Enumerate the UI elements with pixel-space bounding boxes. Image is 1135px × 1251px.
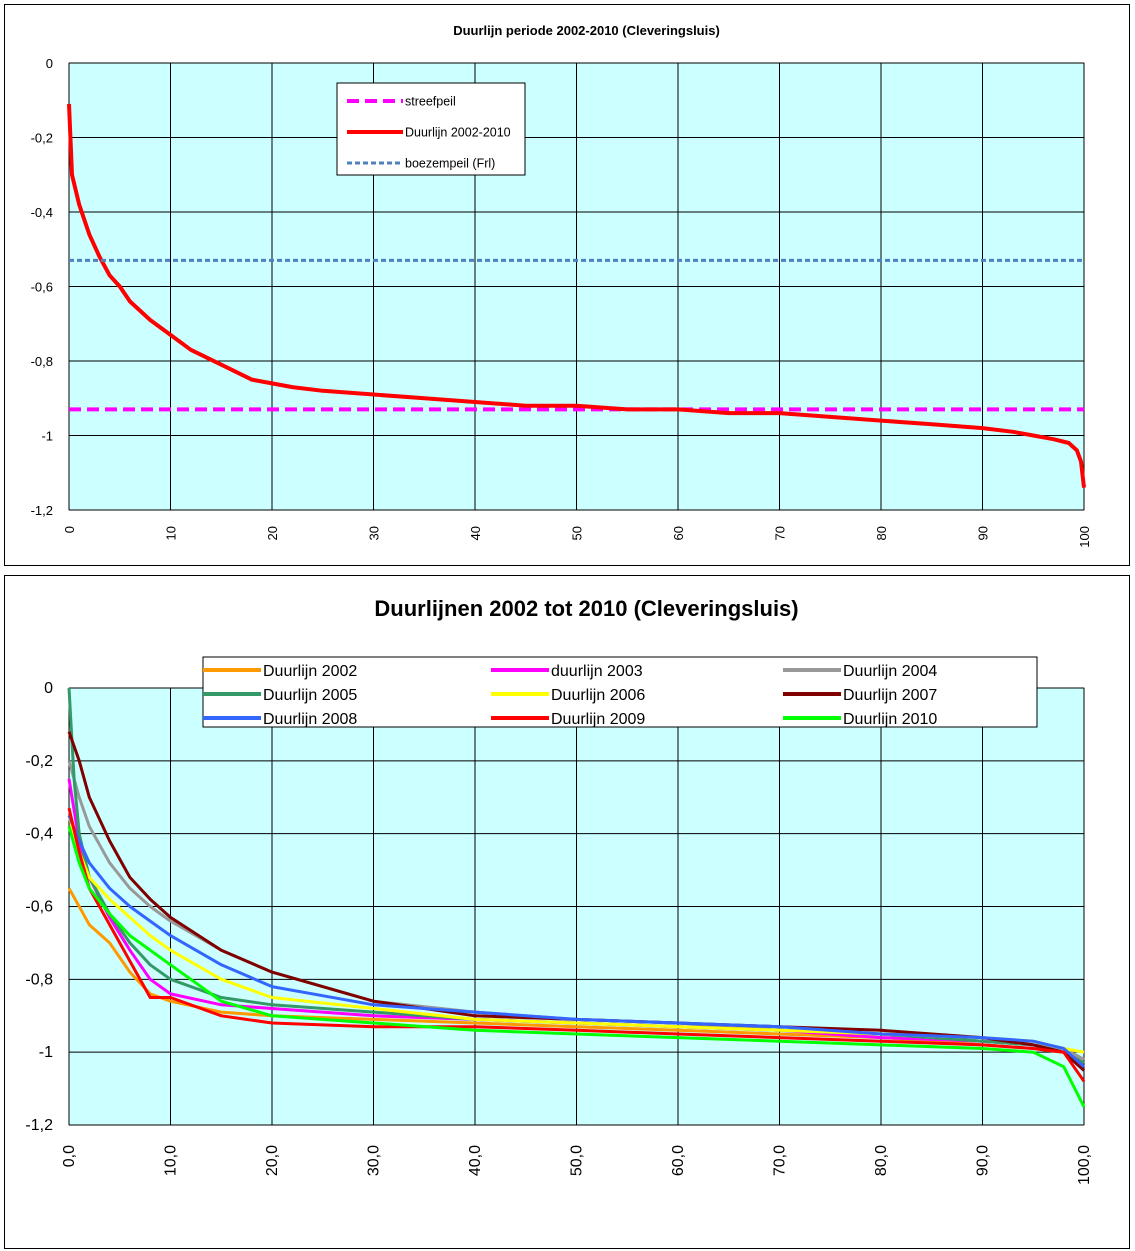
y-tick-label: -1 (39, 1044, 53, 1061)
y-tick-label: -0,8 (25, 971, 53, 988)
x-tick-label: 60 (671, 526, 686, 540)
x-tick-label: 30 (367, 526, 382, 540)
legend-label: Duurlijn 2002 (263, 663, 357, 680)
series-line (67, 814, 1086, 1068)
x-tick-label: 50 (570, 526, 585, 540)
legend-box (202, 656, 1038, 728)
y-tick-label: -0,4 (31, 205, 53, 220)
y-tick-label: -0,8 (31, 354, 53, 369)
y-tick-label: -1 (41, 429, 53, 444)
chart-title: Duurlijnen 2002 tot 2010 (Cleveringsluis… (374, 596, 798, 621)
y-tick-label: -0,6 (25, 899, 53, 916)
x-tick-label: 80 (874, 526, 889, 540)
legend-label: Duurlijn 2006 (551, 687, 645, 704)
x-tick-label: 50,0 (569, 1145, 586, 1176)
x-tick-label: 20 (265, 526, 280, 540)
legend-label: duurlijn 2003 (551, 663, 643, 680)
chart-panel-1: Duurlijn periode 2002-2010 (Cleveringslu… (4, 4, 1130, 566)
legend-label: Duurlijn 2002-2010 (405, 126, 511, 140)
x-tick-label: 10,0 (163, 1145, 180, 1176)
x-tick-label: 10 (164, 526, 179, 540)
legend-label: Duurlijn 2010 (843, 711, 937, 728)
legend-label: Duurlijn 2008 (263, 711, 357, 728)
x-tick-label: 20,0 (264, 1145, 281, 1176)
legend-label: Duurlijn 2007 (843, 687, 937, 704)
chart-panel-2: Duurlijnen 2002 tot 2010 (Cleveringsluis… (4, 575, 1130, 1249)
x-tick-label: 40 (468, 526, 483, 540)
x-tick-label: 30,0 (366, 1145, 383, 1176)
series-line (67, 687, 1085, 1065)
legend-label: Duurlijn 2004 (843, 663, 937, 680)
y-tick-label: -0,4 (25, 826, 53, 843)
y-tick-label: -1,2 (25, 1117, 53, 1134)
legend-label: Duurlijn 2009 (551, 711, 645, 728)
series-line (67, 103, 1086, 488)
x-tick-label: 90,0 (975, 1145, 992, 1176)
y-tick-label: 0 (46, 56, 53, 71)
x-tick-label: 70,0 (772, 1145, 789, 1176)
x-tick-label: 40,0 (467, 1145, 484, 1176)
legend-label: Duurlijn 2005 (263, 687, 357, 704)
chart-2: Duurlijnen 2002 tot 2010 (Cleveringsluis… (25, 596, 1093, 1185)
series-line (67, 825, 1086, 1108)
legend-box (336, 82, 526, 176)
x-tick-label: 0,0 (61, 1145, 78, 1167)
chart-1: Duurlijn periode 2002-2010 (Cleveringslu… (31, 23, 1092, 548)
y-tick-label: -1,2 (31, 503, 53, 518)
x-tick-label: 0 (62, 526, 77, 533)
x-tick-label: 70 (773, 526, 788, 540)
x-tick-label: 100 (1077, 526, 1092, 548)
x-tick-label: 100,0 (1076, 1145, 1093, 1185)
y-tick-label: -0,2 (25, 753, 53, 770)
legend-label: boezempeil (Frl) (405, 157, 495, 171)
x-tick-label: 90 (976, 526, 991, 540)
legend-label: streefpeil (405, 95, 456, 109)
series-line (67, 807, 1086, 1083)
x-tick-label: 60,0 (670, 1145, 687, 1176)
x-tick-label: 80,0 (873, 1145, 890, 1176)
y-tick-label: -0,6 (31, 280, 53, 295)
y-tick-label: 0 (44, 680, 53, 697)
y-tick-label: -0,2 (31, 131, 53, 146)
chart-title: Duurlijn periode 2002-2010 (Cleveringslu… (453, 23, 720, 38)
